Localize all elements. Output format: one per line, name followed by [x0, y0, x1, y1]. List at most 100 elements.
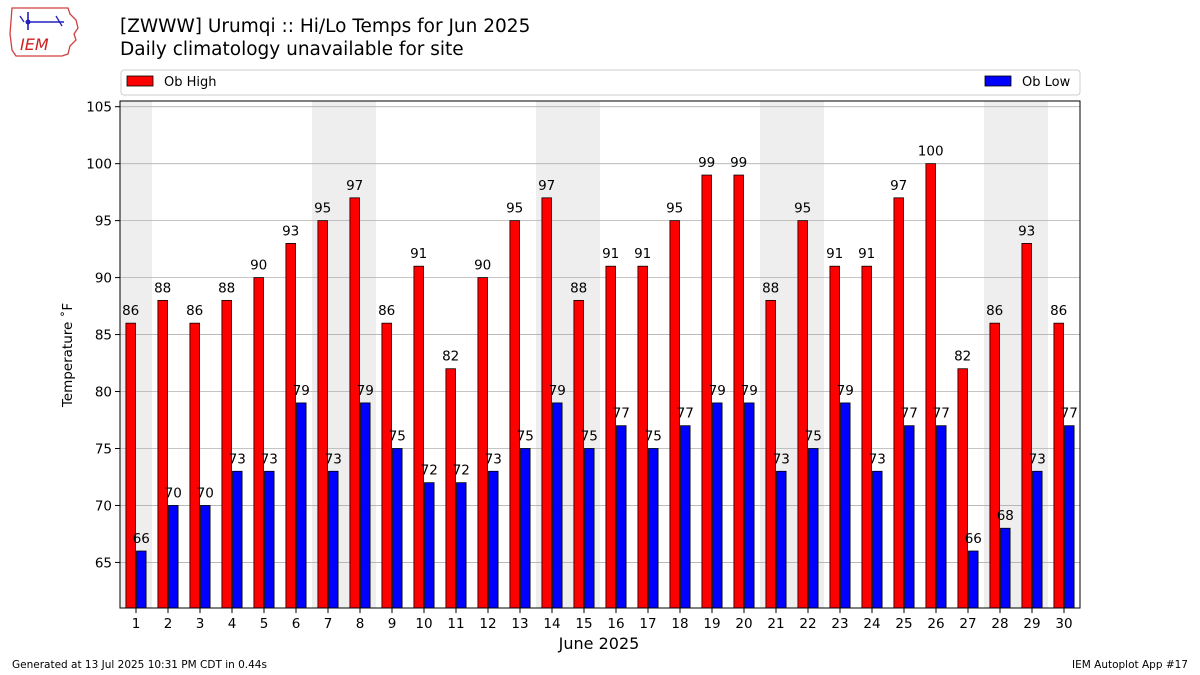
bar-ob-low [616, 425, 627, 609]
x-tick-label: 8 [356, 616, 365, 632]
bar-label-high: 86 [986, 303, 1003, 319]
x-tick-label: 15 [575, 616, 592, 632]
bar-ob-high [989, 322, 1000, 609]
bar-ob-high [413, 265, 424, 609]
x-tick-label: 4 [228, 616, 237, 632]
bar-label-low: 79 [293, 383, 310, 399]
bar-ob-high [893, 197, 904, 609]
bar-ob-low [648, 448, 659, 609]
y-tick-label: 75 [95, 441, 112, 457]
bar-label-low: 75 [645, 428, 662, 444]
bar-label-high: 90 [250, 258, 267, 274]
y-tick-label: 95 [95, 214, 112, 230]
bar-ob-high [925, 163, 936, 609]
bar-label-low: 73 [325, 451, 342, 467]
bar-label-low: 75 [389, 428, 406, 444]
bar-ob-high [1053, 322, 1064, 609]
y-axis-label: Temperature ˚F [59, 303, 76, 408]
bar-label-low: 68 [997, 508, 1014, 524]
bar-ob-high [541, 197, 552, 609]
bar-ob-low [1032, 470, 1043, 609]
bar-ob-low [968, 550, 979, 609]
weekend-shade [760, 101, 792, 608]
bar-ob-low [520, 448, 531, 609]
chart-subtitle: Daily climatology unavailable for site [120, 39, 464, 60]
logo-text: IEM [20, 35, 49, 54]
x-tick-label: 21 [767, 616, 784, 632]
x-tick-label: 17 [639, 616, 656, 632]
bar-ob-low [584, 448, 595, 609]
bar-ob-low [840, 402, 851, 609]
plot-frame [119, 100, 1081, 609]
x-tick-label: 19 [703, 616, 720, 632]
bar-ob-high [381, 322, 392, 609]
bar-label-low: 73 [773, 451, 790, 467]
legend-swatch-low [984, 75, 1012, 87]
bar-label-high: 91 [634, 246, 651, 262]
bar-ob-high [317, 220, 328, 609]
bar-ob-low [360, 402, 371, 609]
bar-label-high: 95 [314, 201, 331, 217]
x-tick-label: 29 [1023, 616, 1040, 632]
bar-ob-low [200, 505, 211, 609]
bar-ob-low [1064, 425, 1075, 609]
x-tick-label: 27 [959, 616, 976, 632]
bar-ob-low [808, 448, 819, 609]
weekend-shade [344, 101, 376, 608]
y-tick-label: 100 [86, 157, 112, 173]
bar-label-high: 86 [1050, 303, 1067, 319]
bar-ob-high [445, 368, 456, 609]
x-tick-label: 14 [543, 616, 560, 632]
bar-ob-high [125, 322, 136, 609]
y-tick-label: 85 [95, 328, 112, 344]
generated-timestamp: Generated at 13 Jul 2025 10:31 PM CDT in… [12, 659, 267, 671]
bar-label-high: 95 [506, 201, 523, 217]
x-tick-label: 12 [479, 616, 496, 632]
bar-ob-high [573, 299, 584, 609]
bar-ob-low [744, 402, 755, 609]
bar-ob-high [477, 277, 488, 609]
bar-ob-low [232, 470, 243, 609]
bar-ob-high [797, 220, 808, 609]
bar-label-high: 88 [218, 280, 235, 296]
bar-label-low: 79 [549, 383, 566, 399]
bar-label-low: 72 [453, 463, 470, 479]
bar-ob-high [285, 243, 296, 609]
x-tick-label: 5 [260, 616, 269, 632]
bar-ob-low [136, 550, 147, 609]
bar-label-high: 91 [410, 246, 427, 262]
bar-ob-low [1000, 527, 1011, 609]
bar-ob-high [829, 265, 840, 609]
bar-label-high: 88 [570, 280, 587, 296]
bar-label-high: 93 [282, 223, 299, 239]
x-tick-label: 13 [511, 616, 528, 632]
bar-ob-high [957, 368, 968, 609]
bar-label-low: 70 [165, 485, 182, 501]
bar-label-high: 86 [378, 303, 395, 319]
bar-label-high: 86 [122, 303, 139, 319]
bar-label-high: 88 [154, 280, 171, 296]
weekend-shade [568, 101, 600, 608]
bar-label-low: 73 [261, 451, 278, 467]
x-tick-label: 1 [132, 616, 141, 632]
bar-label-high: 99 [730, 155, 747, 171]
bar-ob-low [168, 505, 179, 609]
bar-ob-low [488, 470, 499, 609]
bar-ob-low [936, 425, 947, 609]
x-tick-label: 16 [607, 616, 624, 632]
weekend-shade [536, 101, 568, 608]
x-axis-label: June 2025 [558, 634, 640, 653]
bar-ob-low [296, 402, 307, 609]
y-tick-label: 105 [86, 100, 112, 116]
bar-ob-low [680, 425, 691, 609]
bar-ob-low [872, 470, 883, 609]
bar-label-low: 75 [581, 428, 598, 444]
x-tick-label: 6 [292, 616, 301, 632]
x-tick-label: 9 [388, 616, 397, 632]
y-tick-label: 80 [95, 385, 112, 401]
bar-label-high: 100 [918, 144, 944, 160]
bar-label-high: 88 [762, 280, 779, 296]
bar-ob-low [456, 482, 467, 609]
legend-swatch-high [126, 75, 154, 87]
